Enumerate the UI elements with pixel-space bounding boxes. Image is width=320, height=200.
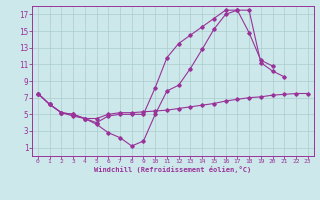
X-axis label: Windchill (Refroidissement éolien,°C): Windchill (Refroidissement éolien,°C) xyxy=(94,166,252,173)
